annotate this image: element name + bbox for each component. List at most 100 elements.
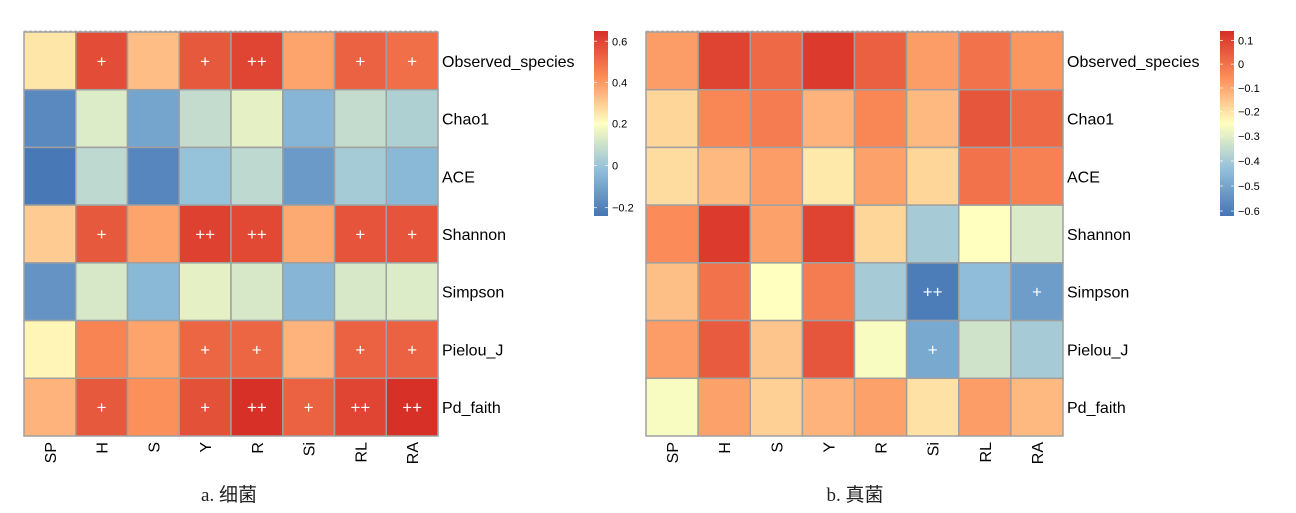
heatmap-cell <box>282 31 336 91</box>
significance-mark: ++ <box>195 225 215 244</box>
heatmap-cell <box>697 88 751 149</box>
row-label: Shannon <box>1067 227 1131 244</box>
caption-fungi: b. 真菌 <box>826 485 884 506</box>
column-label: R <box>250 442 267 454</box>
heatmap-cell <box>23 319 77 380</box>
heatmap-cell <box>282 204 336 264</box>
heatmap-cell <box>385 262 439 322</box>
significance-mark: ++ <box>247 398 267 417</box>
row-label: Pd_faith <box>442 400 501 417</box>
significance-mark: + <box>200 52 210 71</box>
heatmap-cell <box>178 377 232 437</box>
heatmap-cell <box>178 146 232 206</box>
colorbar-tick-label: −0.4 <box>1238 156 1260 168</box>
heatmap-cell <box>23 204 77 264</box>
heatmap-cell <box>1010 377 1064 437</box>
heatmap-cell <box>958 262 1012 322</box>
heatmap-cell <box>282 319 336 380</box>
heatmap-cell <box>230 319 284 380</box>
significance-mark: + <box>407 52 417 71</box>
row-label: Shannon <box>442 227 506 244</box>
heatmap-cell <box>645 31 699 91</box>
row-label: Simpson <box>1067 285 1129 302</box>
heatmap-cell <box>749 377 804 437</box>
row-label: Pielou_J <box>1067 342 1128 359</box>
significance-mark: + <box>355 52 365 71</box>
heatmap-cell <box>697 262 751 322</box>
heatmap-cell <box>385 146 439 206</box>
significance-mark: + <box>200 398 210 417</box>
heatmap-cell <box>1010 319 1064 380</box>
colorbar <box>594 31 608 216</box>
heatmap-cell <box>645 377 699 437</box>
heatmap-cell <box>126 31 180 91</box>
heatmap-cell <box>385 88 439 149</box>
heatmap-cell <box>126 319 180 380</box>
row-label: Chao1 <box>442 112 489 129</box>
heatmap-cell <box>801 319 856 380</box>
heatmap-cell <box>23 146 77 206</box>
heatmap-cell <box>333 377 387 437</box>
heatmap-cell <box>230 146 284 206</box>
heatmap-cell <box>853 319 908 380</box>
heatmap-cell <box>749 204 804 264</box>
heatmap-cell <box>697 31 751 91</box>
heatmap-cell <box>23 262 77 322</box>
column-label: RL <box>978 442 995 463</box>
heatmap-cell <box>645 204 699 264</box>
significance-mark: + <box>97 225 107 244</box>
heatmap-cell <box>126 377 180 437</box>
heatmap-cell <box>905 146 960 206</box>
heatmap-cell <box>697 319 751 380</box>
significance-mark: ++ <box>247 52 267 71</box>
column-label: Si <box>302 442 319 456</box>
column-label: RA <box>405 442 422 465</box>
heatmap-cell <box>958 31 1012 91</box>
colorbar-tick-label: −0.6 <box>1238 206 1260 218</box>
heatmap-cell <box>178 262 232 322</box>
heatmap-cell <box>645 88 699 149</box>
colorbar-tick-label: −0.5 <box>1238 181 1260 193</box>
colorbar-tick-label: 0.2 <box>612 119 627 131</box>
heatmap-cell <box>697 377 751 437</box>
heatmap-cell <box>749 88 804 149</box>
heatmap-cell <box>126 262 180 322</box>
row-label: ACE <box>1067 169 1100 186</box>
caption-bacteria: a. 细菌 <box>201 485 257 506</box>
significance-mark: + <box>1032 283 1042 302</box>
heatmap-cell <box>801 146 856 206</box>
heatmap-cell <box>905 377 960 437</box>
heatmap-cell <box>801 204 856 264</box>
heatmap-cell <box>75 319 129 380</box>
colorbar-tick-label: 0 <box>1238 59 1244 71</box>
column-label: SP <box>665 442 682 463</box>
heatmap-cell <box>801 262 856 322</box>
row-label: ACE <box>442 169 475 186</box>
heatmap-cell <box>853 146 908 206</box>
heatmap-cell <box>333 146 387 206</box>
heatmap-cell <box>905 88 960 149</box>
row-label: Simpson <box>442 285 504 302</box>
heatmap-cell <box>645 319 699 380</box>
heatmap-cell <box>1010 88 1064 149</box>
significance-mark: + <box>97 398 107 417</box>
colorbar-tick-label: −0.3 <box>1238 131 1260 143</box>
significance-mark: + <box>304 398 314 417</box>
heatmap-cell <box>23 88 77 149</box>
heatmap-cell <box>853 204 908 264</box>
heatmap-cell <box>282 88 336 149</box>
heatmap-cell <box>282 262 336 322</box>
heatmap-cell <box>333 262 387 322</box>
row-label: Pd_faith <box>1067 400 1126 417</box>
heatmap-cell <box>749 319 804 380</box>
heatmap-cell <box>385 204 439 264</box>
heatmap-cell <box>749 262 804 322</box>
heatmap-cell <box>853 31 908 91</box>
heatmap-cell <box>1010 31 1064 91</box>
heatmap-cell <box>905 319 960 380</box>
heatmap-cell <box>801 377 856 437</box>
heatmap-cell <box>75 262 129 322</box>
significance-mark: + <box>407 225 417 244</box>
column-label: S <box>769 442 786 453</box>
